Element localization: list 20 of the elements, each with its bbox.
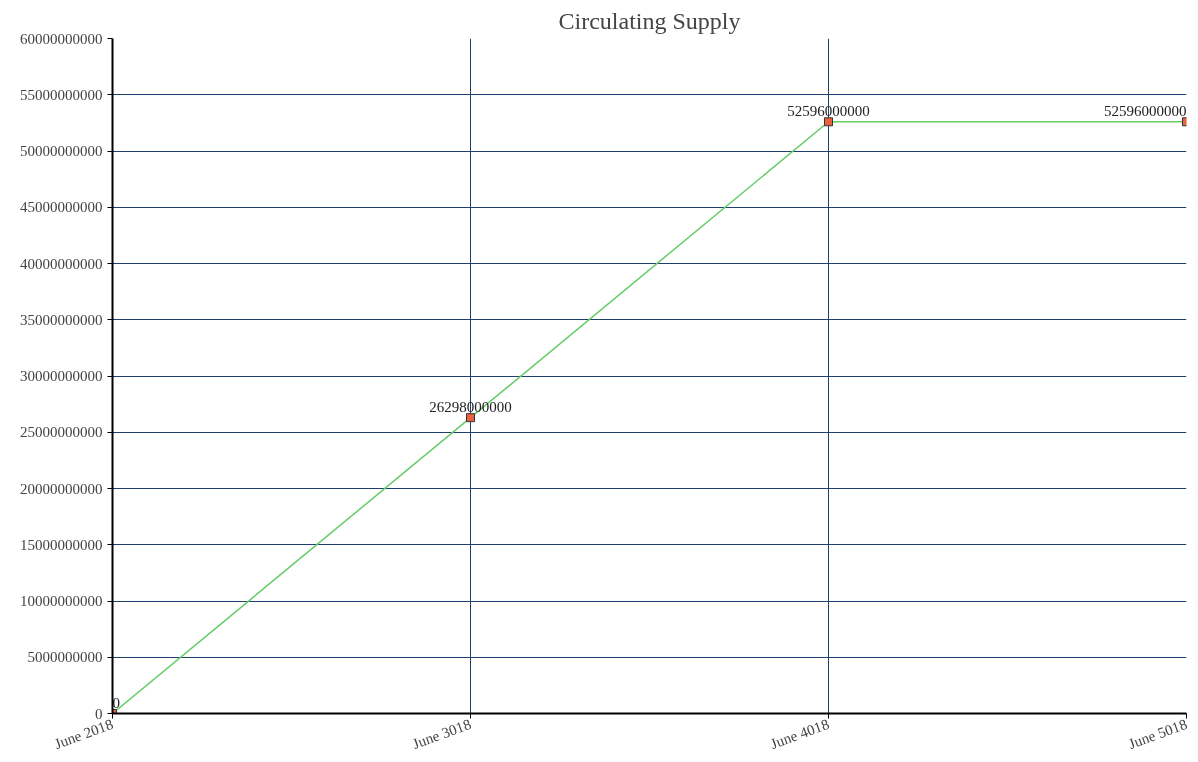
y-tick-label: 0 — [95, 705, 103, 722]
data-label: 52596000000 — [1104, 102, 1187, 119]
chart-title: Circulating Supply — [558, 7, 741, 34]
x-tick-label: June 4018 — [768, 715, 832, 752]
y-tick-label: 5000000000 — [27, 649, 103, 666]
y-tick-label: 10000000000 — [20, 593, 103, 609]
point — [824, 117, 833, 127]
y-tick-label: 55000000000 — [20, 86, 103, 103]
x-tick-label: June 3018 — [410, 715, 474, 752]
y-tick-label: 30000000000 — [20, 368, 103, 384]
y-tick-label: 40000000000 — [20, 255, 103, 272]
y-tick-label: 50000000000 — [20, 143, 103, 159]
y-tick-label: 15000000000 — [20, 536, 103, 553]
x-tick-label: June 5018 — [1126, 715, 1190, 752]
y-tick-label: 35000000000 — [20, 311, 103, 328]
y-tick-label: 25000000000 — [20, 424, 103, 441]
y-tick-label: 45000000000 — [20, 199, 103, 216]
point — [466, 413, 475, 423]
y-tick-label: 60000000000 — [20, 30, 103, 47]
y-tick-label: 20000000000 — [20, 480, 103, 497]
